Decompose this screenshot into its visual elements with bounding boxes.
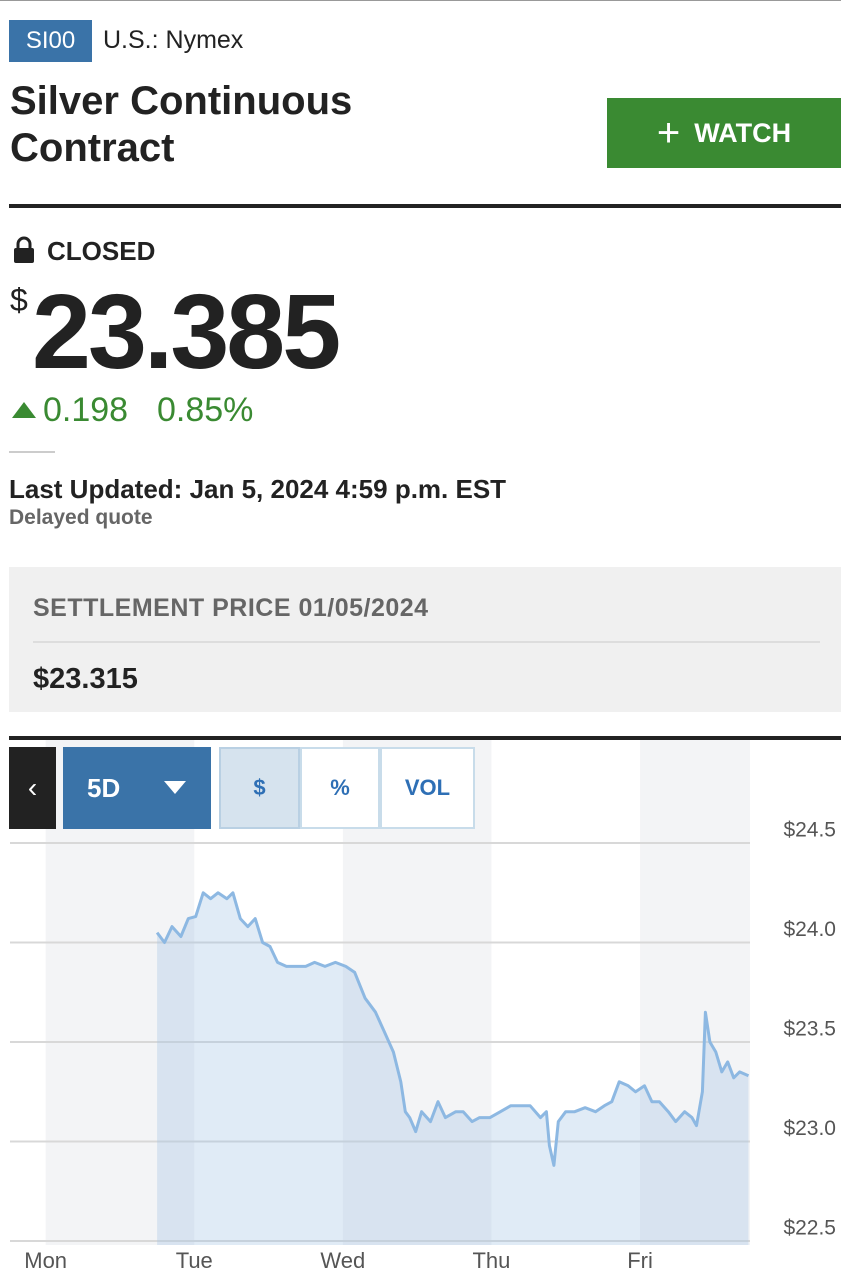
last-updated: Last Updated: Jan 5, 2024 4:59 p.m. EST <box>9 474 507 504</box>
settlement-label: SETTLEMENT PRICE 01/05/2024 <box>33 594 429 622</box>
day-band <box>640 740 750 1245</box>
change: 0.198 <box>43 391 129 429</box>
symbol-badge: SI00 <box>9 20 92 62</box>
range-dropdown[interactable]: 5D <box>63 747 211 829</box>
price-line <box>155 891 750 1167</box>
price: 23.385 <box>32 273 341 391</box>
dropdown-arrow <box>164 781 187 794</box>
top-border <box>0 0 841 1</box>
mode-button[interactable]: $ <box>219 747 300 829</box>
y-tick-label: $22.5 <box>783 1217 836 1240</box>
y-tick-label: $24.5 <box>783 819 836 842</box>
y-tick-label: $24.0 <box>783 918 836 941</box>
price-area <box>157 892 749 1245</box>
short-divider <box>9 451 55 453</box>
currency-symbol: $ <box>10 282 28 318</box>
x-tick-label: Tue <box>176 1248 213 1273</box>
y-tick-label: $23.5 <box>783 1018 836 1041</box>
change-percent: 0.85% <box>157 391 254 429</box>
up-arrow <box>12 402 36 418</box>
lock-icon <box>14 236 34 263</box>
settlement-divider <box>33 641 820 643</box>
watch-button[interactable]: + WATCH <box>607 98 841 168</box>
market-status: CLOSED <box>47 236 156 266</box>
settlement-box: SETTLEMENT PRICE 01/05/2024 $23.315 <box>9 567 841 712</box>
x-tick-label: Mon <box>24 1248 67 1273</box>
divider <box>9 204 841 208</box>
y-tick-label: $23.0 <box>783 1117 836 1140</box>
range-label[interactable]: 5D <box>87 772 121 803</box>
back-button[interactable]: ‹ <box>9 747 56 829</box>
title: Silver Continuous Contract <box>10 79 353 170</box>
divider <box>9 736 841 740</box>
settlement-value: $23.315 <box>33 663 138 695</box>
delay-note: Delayed quote <box>9 506 153 529</box>
mode-button[interactable]: % <box>300 747 380 829</box>
x-tick-label: Fri <box>627 1248 653 1273</box>
exchange: U.S.: Nymex <box>103 26 244 54</box>
x-tick-label: Thu <box>472 1248 510 1273</box>
mode-button[interactable]: VOL <box>380 747 475 829</box>
watch-label[interactable]: WATCH <box>694 117 792 148</box>
x-tick-label: Wed <box>320 1248 365 1273</box>
